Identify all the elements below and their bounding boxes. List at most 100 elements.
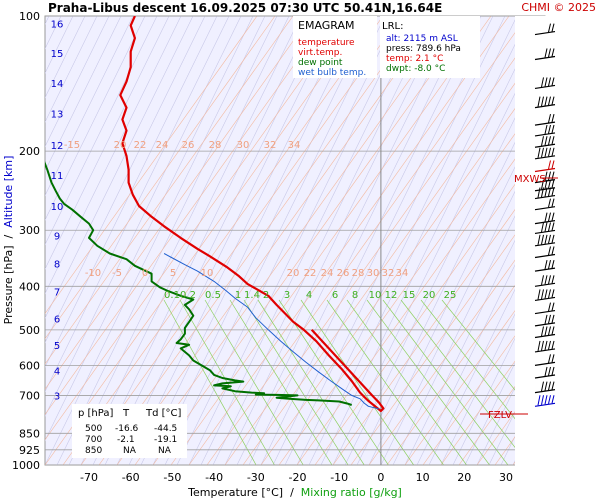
wind-barb-feather <box>548 314 551 324</box>
wind-barb-feather <box>541 234 544 245</box>
dry-adiabat-line <box>386 242 545 465</box>
lrl-temperature: temp: 2.1 °C <box>386 54 443 64</box>
table-header-td: Td [°C] <box>145 408 182 419</box>
wind-barb <box>534 114 556 126</box>
wind-barb <box>534 48 556 61</box>
wind-barb-feather <box>537 395 541 406</box>
mixing-ratio-line <box>382 299 509 465</box>
wind-barb-feather <box>551 48 555 57</box>
dry-adiabat-line <box>440 318 545 465</box>
wind-barb-shaft <box>534 179 556 184</box>
grid-skew-line <box>464 301 545 465</box>
wind-barb <box>534 326 556 339</box>
dry-adiabat-label: 32 <box>264 140 277 151</box>
wind-barb-feather <box>548 340 551 350</box>
wind-barb-shaft <box>534 296 556 302</box>
altitude-tick-label: 12 <box>51 141 64 152</box>
wind-barb-feather <box>544 314 548 325</box>
wind-barb-shaft <box>534 167 556 173</box>
values-table: p [hPa] T Td [°C] 500 -16.6 -44.5 700 -2… <box>72 404 187 458</box>
y-tick-label: 600 <box>19 359 40 372</box>
wind-barb-feather <box>541 289 544 300</box>
wind-barb <box>534 198 556 211</box>
mixing-ratio-line <box>326 299 444 465</box>
dry-adiabat-label: 20 <box>287 268 300 279</box>
wind-barb <box>534 222 556 235</box>
series-temperature <box>119 16 385 413</box>
y-tick-label: 200 <box>19 145 40 158</box>
grid-skew-line <box>296 16 518 465</box>
wind-barb-feather <box>548 275 551 284</box>
y-tick-label: 925 <box>19 444 40 457</box>
x-tick-label: 10 <box>416 471 430 484</box>
dry-adiabat-line <box>62 16 384 465</box>
chart-title: Praha-Libus descent 16.09.2025 07:30 UTC… <box>48 1 442 15</box>
wind-barb <box>534 160 556 173</box>
wind-barb <box>534 289 556 302</box>
wind-barb-shaft <box>534 187 556 192</box>
legend-heading: EMAGRAM <box>298 19 355 32</box>
wind-barb-feather <box>537 96 541 107</box>
mixing-ratio-label: 3 <box>284 290 290 301</box>
wind-barb-feather <box>544 77 548 87</box>
wind-barb-shaft <box>534 282 556 287</box>
grid-skew-line <box>392 154 545 465</box>
table-cell: NA <box>123 446 137 456</box>
grid-skew-line <box>368 105 545 465</box>
grid-skew-line <box>45 16 98 123</box>
dry-adiabat-label: 26 <box>337 268 350 279</box>
grid-skew-line <box>236 16 458 465</box>
mixing-ratio-line <box>257 299 365 465</box>
wind-barb-feather <box>548 48 551 58</box>
wind-barb-shaft <box>534 389 556 394</box>
wind-barb-shaft <box>534 104 556 109</box>
altitude-tick-label: 9 <box>54 231 60 242</box>
wind-barb <box>534 234 556 247</box>
wind-barb <box>534 187 556 200</box>
x-tick-label: -50 <box>163 471 181 484</box>
mixing-ratio-line <box>229 299 333 465</box>
lrl-box: LRL: alt: 2115 m ASL press: 789.6 hPa te… <box>380 16 480 78</box>
altitude-tick-label: 15 <box>51 49 64 60</box>
x-axis-title: Temperature [°C] / Mixing ratio [g/kg] <box>187 486 402 499</box>
y-axis-altitude-label: Altitude [km] <box>2 156 15 228</box>
wind-barb-feather <box>548 136 551 145</box>
wind-barb-feather <box>551 395 555 404</box>
dry-adiabat-line <box>278 91 545 465</box>
wind-barb-shaft <box>534 309 556 315</box>
dry-adiabat-label: -10 <box>85 268 101 279</box>
wind-barb-feather <box>544 136 548 146</box>
dry-adiabat-label: 24 <box>321 268 334 279</box>
wind-barb-feather <box>548 289 551 299</box>
table-cell: -2.1 <box>117 435 135 445</box>
wind-barb-shaft <box>534 206 556 211</box>
wind-barb-feather <box>544 222 548 232</box>
altitude-tick-label: 8 <box>54 260 60 271</box>
series-dew-point <box>45 160 353 406</box>
wind-barb-shaft <box>534 242 556 247</box>
fzlv-label: FZLV <box>488 410 512 421</box>
wind-barb-shaft <box>534 220 556 225</box>
wind-barb-feather <box>551 96 555 105</box>
legend-dew-point: dew point <box>298 58 343 68</box>
mixing-ratio-line <box>204 299 304 465</box>
wind-barb <box>534 212 556 225</box>
wind-barb-feather <box>548 366 551 376</box>
wind-barb-feather <box>551 212 555 221</box>
wind-barb-feather <box>541 136 544 146</box>
lrl-pressure: press: 789.6 hPa <box>386 44 461 54</box>
mixing-ratio-line <box>163 299 257 465</box>
wind-barb-shaft <box>534 348 556 353</box>
wind-barb-feather <box>541 179 544 190</box>
dry-adiabat-label: 10 <box>201 268 214 279</box>
x-axis-temperature-label: Temperature [°C] <box>187 486 283 499</box>
wind-barb <box>534 395 556 407</box>
dry-adiabat-line <box>80 16 402 465</box>
grid-skew-line <box>92 16 314 465</box>
wind-barb-shaft <box>534 253 556 259</box>
y-tick-label: 300 <box>19 224 40 237</box>
grid-skew-line <box>152 16 374 465</box>
wind-barb-feather <box>548 96 551 106</box>
y-tick-label: 850 <box>19 427 40 440</box>
wind-barb-feather <box>548 222 551 232</box>
